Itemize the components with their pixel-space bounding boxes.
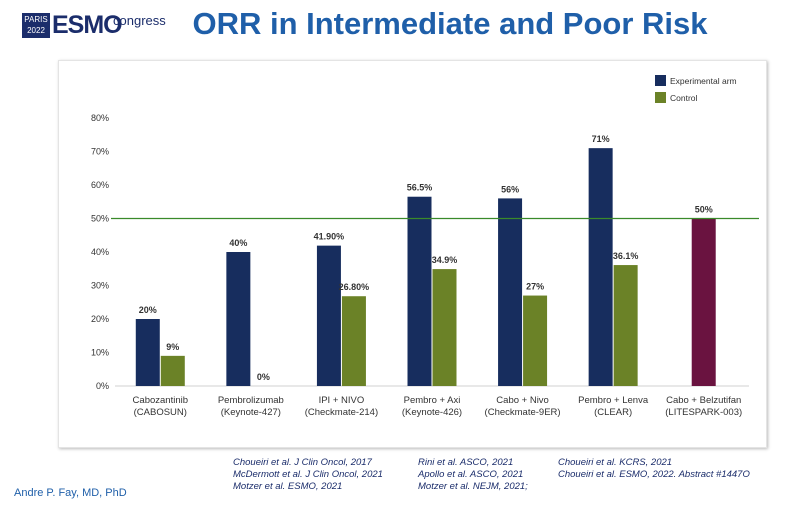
references-col1: Choueiri et al. J Clin Oncol, 2017 McDer… <box>233 457 383 493</box>
bar-experimental <box>407 196 432 386</box>
logo-city-badge: PARIS 2022 <box>22 13 50 38</box>
logo-brand: ESMO <box>52 11 123 39</box>
bar-single-arm <box>691 218 716 386</box>
y-tick-label: 20% <box>91 314 109 324</box>
y-tick-label: 80% <box>91 113 109 123</box>
reference-item: Apollo et al. ASCO, 2021 <box>418 469 524 480</box>
x-tick-label: Cabo + Nivo <box>496 395 549 406</box>
x-tick-label: (LITESPARK-003) <box>665 407 742 418</box>
x-tick-label: IPI + NIVO <box>319 395 365 406</box>
data-label: 36.1% <box>613 251 639 261</box>
data-label: 56% <box>501 184 519 194</box>
data-label: 26.80% <box>339 282 370 292</box>
y-tick-label: 70% <box>91 147 109 157</box>
x-tick-label: (Checkmate-214) <box>305 407 378 418</box>
legend-label: Experimental arm <box>670 76 737 86</box>
esmo-logo: PARIS 2022 ESMO congress <box>22 11 166 43</box>
chart-svg: 0%10%20%30%40%50%60%70%80%Cabozantinib(C… <box>91 75 759 418</box>
x-tick-label: (CLEAR) <box>594 407 632 418</box>
slide-title: ORR in Intermediate and Poor Risk <box>192 6 708 41</box>
x-tick-label: Cabozantinib <box>133 395 188 406</box>
legend-swatch <box>655 92 666 103</box>
data-label: 27% <box>526 282 544 292</box>
x-tick-label: Pembrolizumab <box>218 395 284 406</box>
reference-item: Rini et al. ASCO, 2021 <box>418 457 514 468</box>
legend-label: Control <box>670 93 698 103</box>
y-tick-label: 60% <box>91 180 109 190</box>
bar-experimental <box>135 319 160 386</box>
legend-swatch <box>655 75 666 86</box>
data-label: 40% <box>229 238 247 248</box>
data-label: 71% <box>592 134 610 144</box>
reference-item: Motzer et al. NEJM, 2021; <box>418 481 528 492</box>
bar-control <box>432 269 457 386</box>
reference-item: Motzer et al. ESMO, 2021 <box>233 481 343 492</box>
y-tick-label: 50% <box>91 214 109 224</box>
data-label: 50% <box>695 205 713 215</box>
x-tick-label: (Keynote-426) <box>402 407 462 418</box>
bar-control <box>523 295 548 386</box>
bar-experimental <box>498 198 523 386</box>
references: Choueiri et al. J Clin Oncol, 2017 McDer… <box>0 457 785 507</box>
references-col2: Rini et al. ASCO, 2021 Apollo et al. ASC… <box>418 457 528 493</box>
logo-suffix: congress <box>113 13 166 28</box>
data-label: 41.90% <box>314 232 345 242</box>
data-label: 0% <box>257 372 270 382</box>
data-label: 56.5% <box>407 183 433 193</box>
y-tick-label: 0% <box>96 381 109 391</box>
reference-item: Choueiri et al. ESMO, 2022. Abstract #14… <box>558 469 750 480</box>
y-tick-label: 40% <box>91 247 109 257</box>
data-label: 20% <box>139 305 157 315</box>
references-col3: Choueiri et al. KCRS, 2021 Choueiri et a… <box>558 457 750 481</box>
x-tick-label: (Checkmate-9ER) <box>485 407 561 418</box>
x-tick-label: (CABOSUN) <box>134 407 187 418</box>
bar-experimental <box>588 148 613 386</box>
x-tick-label: Pembro + Axi <box>404 395 461 406</box>
bar-chart: 0% 10% 20% 30% 40% 50% 60% 70% 80% Cabozantinib (C… <box>58 60 767 448</box>
logo-year: 2022 <box>27 26 45 35</box>
y-tick-label: 30% <box>91 281 109 291</box>
data-label: 9% <box>166 342 179 352</box>
x-tick-label: Cabo + Belzutifan <box>666 395 741 406</box>
y-tick-label: 10% <box>91 348 109 358</box>
bar-control <box>613 265 638 386</box>
author-name: Andre P. Fay, MD, PhD <box>14 487 127 499</box>
bar-experimental <box>316 245 341 386</box>
x-tick-label: (Keynote-427) <box>221 407 281 418</box>
reference-item: Choueiri et al. J Clin Oncol, 2017 <box>233 457 372 468</box>
data-label: 34.9% <box>432 255 458 265</box>
x-tick-label: Pembro + Lenva <box>578 395 649 406</box>
bar-experimental <box>226 252 251 386</box>
bar-control <box>341 296 366 386</box>
reference-item: McDermott et al. J Clin Oncol, 2021 <box>233 469 383 480</box>
logo-city: PARIS <box>24 15 48 24</box>
bar-control <box>160 355 185 386</box>
reference-item: Choueiri et al. KCRS, 2021 <box>558 457 673 468</box>
